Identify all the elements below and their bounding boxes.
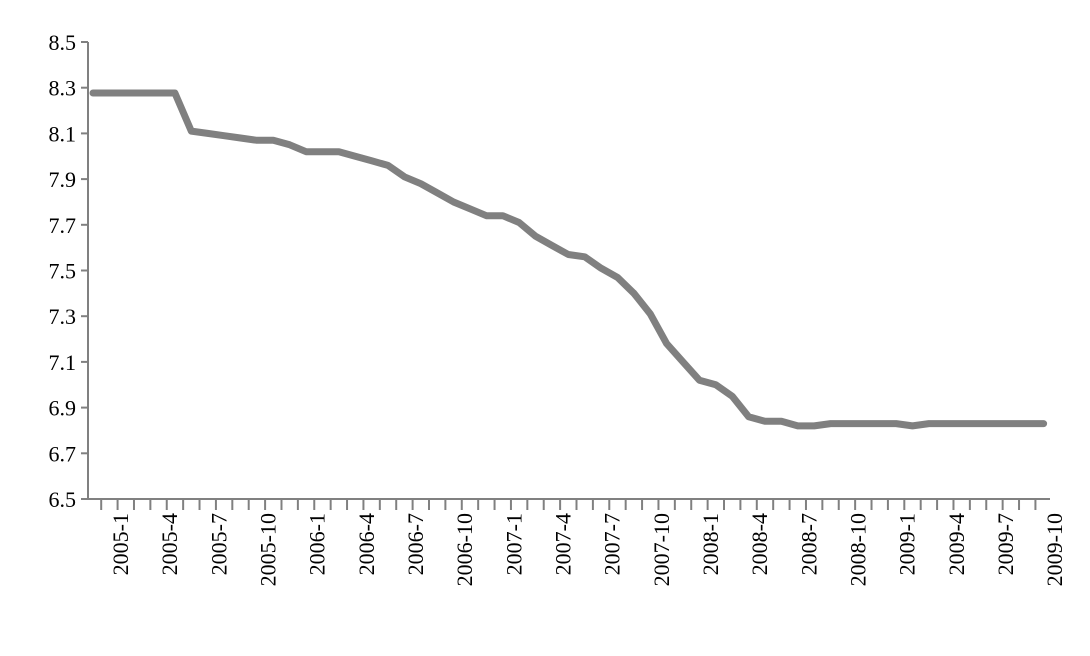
- y-tick-label: 7.5: [49, 259, 77, 284]
- x-tick-label: 2007-10: [649, 513, 674, 586]
- x-axis: 2005-1 2005-4 2005-7 2005-10 2006-1 2006-4 200…: [88, 498, 1067, 586]
- x-tick-label: 2005-4: [157, 513, 182, 575]
- x-tick-label: 2008-7: [796, 513, 821, 575]
- y-tick-label: 8.3: [49, 76, 77, 101]
- x-tick-label: 2009-7: [993, 513, 1018, 575]
- y-tick-label: 8.1: [49, 121, 77, 146]
- x-tick-label: 2006-4: [354, 513, 379, 575]
- y-tick-label: 6.7: [49, 441, 77, 466]
- x-tick-label: 2009-1: [895, 513, 920, 575]
- x-tick-label: 2005-7: [206, 513, 231, 575]
- y-axis: 6.5 6.7 6.9 7.1 7.3 7.5 7.7 7.9 8.1 8.3 8.5: [49, 30, 89, 512]
- series-line-0: [89, 89, 1048, 430]
- y-tick-label: 6.9: [49, 396, 77, 421]
- x-tick-label: 2008-4: [747, 513, 772, 575]
- y-tick-label: 7.3: [49, 304, 77, 329]
- x-tick-label: 2007-1: [501, 513, 526, 575]
- y-tick-label: 7.1: [49, 350, 77, 375]
- x-tick-label: 2005-1: [108, 513, 133, 575]
- x-tick-label: 2006-10: [452, 513, 477, 586]
- x-tick-label: 2007-7: [600, 513, 625, 575]
- x-tick-label: 2008-10: [846, 513, 871, 586]
- y-tick-label: 6.5: [49, 487, 77, 512]
- x-tick-label: 2005-10: [256, 513, 281, 586]
- series-layer: [89, 89, 1048, 430]
- x-tick-label: 2006-7: [403, 513, 428, 575]
- x-tick-label: 2009-10: [1042, 513, 1067, 586]
- x-tick-label: 2009-4: [944, 513, 969, 575]
- y-tick-label: 7.7: [49, 213, 77, 238]
- y-tick-label: 8.5: [49, 30, 77, 55]
- x-tick-label: 2008-1: [698, 513, 723, 575]
- x-tick-label: 2007-4: [551, 513, 576, 575]
- y-tick-label: 7.9: [49, 167, 77, 192]
- x-tick-label: 2006-1: [305, 513, 330, 575]
